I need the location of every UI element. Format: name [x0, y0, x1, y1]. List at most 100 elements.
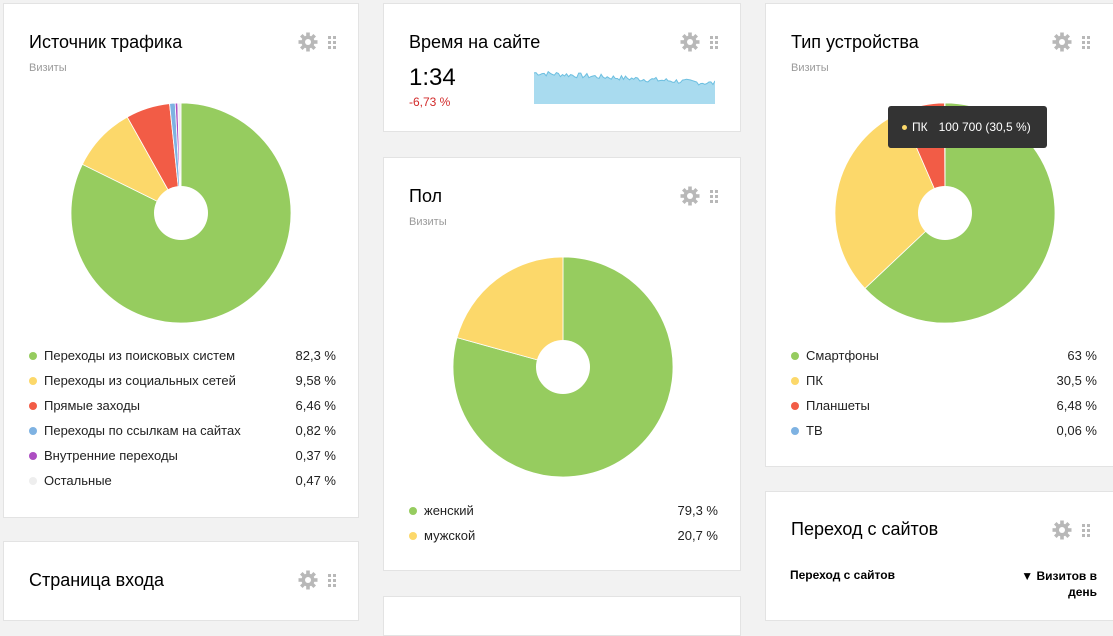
legend-value: 63 %: [1067, 348, 1097, 363]
legend-label: Планшеты: [806, 398, 1057, 413]
legend-value: 6,48 %: [1057, 398, 1097, 413]
card-tools: [680, 32, 718, 52]
legend-label: Переходы из поисковых систем: [44, 348, 296, 363]
card-subtitle: Визиты: [409, 216, 447, 228]
legend-value: 0,47 %: [296, 473, 336, 488]
tooltip-color-dot: [902, 125, 907, 130]
drag-handle-icon[interactable]: [1082, 524, 1090, 537]
legend-color-dot: [29, 452, 37, 460]
legend-label: Прямые заходы: [44, 398, 296, 413]
legend-label: мужской: [424, 528, 678, 543]
legend-color-dot: [29, 402, 37, 410]
gear-icon[interactable]: [298, 32, 318, 52]
time-on-site-card: Время на сайте 1:34 -6,73 %: [383, 3, 741, 132]
legend-color-dot: [29, 377, 37, 385]
card-title: Пол: [409, 186, 442, 207]
legend-color-dot: [409, 507, 417, 515]
gear-icon[interactable]: [1052, 520, 1072, 540]
card-tools: [1052, 520, 1090, 540]
legend-color-dot: [791, 427, 799, 435]
card-subtitle: Визиты: [791, 62, 829, 74]
legend-value: 0,06 %: [1057, 423, 1097, 438]
drag-handle-icon[interactable]: [710, 190, 718, 203]
gear-icon[interactable]: [680, 32, 700, 52]
column-header-source[interactable]: Переход с сайтов: [790, 568, 895, 600]
pie-center-hole: [536, 340, 590, 394]
legend-value: 0,82 %: [296, 423, 336, 438]
gear-icon[interactable]: [680, 186, 700, 206]
drag-handle-icon[interactable]: [328, 36, 336, 49]
legend-label: Внутренние переходы: [44, 448, 296, 463]
legend-value: 30,5 %: [1057, 373, 1097, 388]
legend-color-dot: [29, 352, 37, 360]
legend-color-dot: [791, 377, 799, 385]
card-title: Страница входа: [29, 570, 164, 591]
legend-label: Смартфоны: [806, 348, 1067, 363]
card-tools: [298, 32, 336, 52]
time-on-site-sparkline: [534, 66, 715, 104]
referral-card: Переход с сайтов: [765, 491, 1113, 621]
legend-color-dot: [791, 352, 799, 360]
legend-value: 79,3 %: [678, 503, 718, 518]
legend-color-dot: [409, 532, 417, 540]
drag-handle-icon[interactable]: [1082, 36, 1090, 49]
legend-label: ТВ: [806, 423, 1057, 438]
gear-icon[interactable]: [298, 570, 318, 590]
time-on-site-delta: -6,73 %: [409, 95, 450, 109]
card-tools: [680, 186, 718, 206]
card-title: Переход с сайтов: [791, 519, 938, 540]
legend-color-dot: [29, 427, 37, 435]
pie-center-hole: [918, 186, 972, 240]
gender-pie-chart[interactable]: [452, 256, 674, 478]
legend-value: 9,58 %: [296, 373, 336, 388]
legend-label: Остальные: [44, 473, 296, 488]
card-tools: [1052, 32, 1090, 52]
tooltip-label: ПК: [912, 120, 928, 134]
pie-center-hole: [154, 186, 208, 240]
column-header-visits[interactable]: ▼ Визитов в день: [1007, 568, 1097, 600]
next-widget-card: [383, 596, 741, 636]
chart-tooltip: ПК 100 700 (30,5 %): [888, 106, 1047, 148]
card-title: Тип устройства: [791, 32, 919, 53]
legend-color-dot: [29, 477, 37, 485]
drag-handle-icon[interactable]: [710, 36, 718, 49]
traffic-source-pie-chart[interactable]: [70, 102, 292, 324]
legend-value: 6,46 %: [296, 398, 336, 413]
card-tools: [298, 570, 336, 590]
legend-label: Переходы по ссылкам на сайтах: [44, 423, 296, 438]
legend-value: 20,7 %: [678, 528, 718, 543]
drag-handle-icon[interactable]: [328, 574, 336, 587]
traffic-source-card: Источник трафика Визиты Переходы из поис…: [3, 3, 359, 518]
legend-value: 0,37 %: [296, 448, 336, 463]
card-subtitle: Визиты: [29, 62, 67, 74]
referral-table-header: Переход с сайтов ▼ Визитов в день: [790, 568, 1097, 600]
card-title: Источник трафика: [29, 32, 182, 53]
tooltip-value: 100 700 (30,5 %): [939, 120, 1031, 134]
entry-page-card: Страница входа: [3, 541, 359, 621]
legend-label: Переходы из социальных сетей: [44, 373, 296, 388]
card-title: Время на сайте: [409, 32, 540, 53]
legend-label: женский: [424, 503, 678, 518]
legend-color-dot: [791, 402, 799, 410]
time-on-site-value: 1:34: [409, 64, 456, 92]
gear-icon[interactable]: [1052, 32, 1072, 52]
legend-value: 82,3 %: [296, 348, 336, 363]
legend-label: ПК: [806, 373, 1057, 388]
